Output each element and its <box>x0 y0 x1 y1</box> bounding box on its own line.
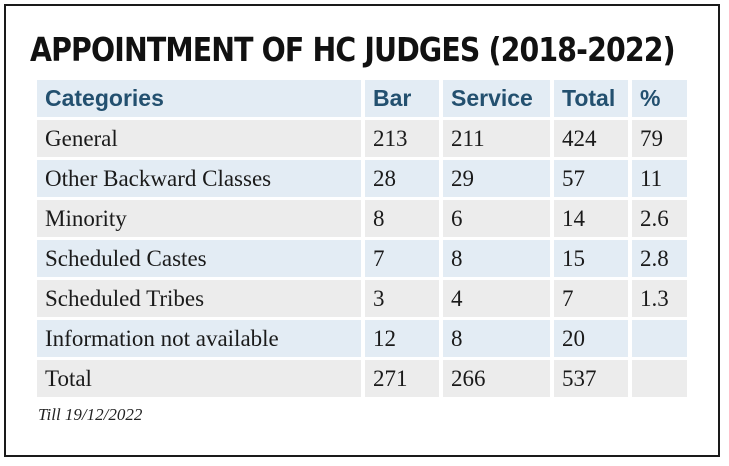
table-cell-category: Total <box>37 360 361 397</box>
table-cell-total: 20 <box>554 320 628 357</box>
table-cell-service: 6 <box>443 200 550 237</box>
table-cell-total: 57 <box>554 160 628 197</box>
data-table: Categories Bar Service Total % General 2… <box>37 80 687 397</box>
table-cell-bar: 28 <box>365 160 439 197</box>
table-cell-category: Other Backward Classes <box>37 160 361 197</box>
table-cell-percent: 11 <box>632 160 687 197</box>
table-cell-total: 15 <box>554 240 628 277</box>
table-cell-bar: 8 <box>365 200 439 237</box>
table-cell-category: Scheduled Castes <box>37 240 361 277</box>
table-cell-percent <box>632 320 687 357</box>
table-cell-service: 211 <box>443 120 550 157</box>
footnote-date: Till 19/12/2022 <box>38 405 143 424</box>
table-cell-percent: 79 <box>632 120 687 157</box>
table-cell-bar: 271 <box>365 360 439 397</box>
table-cell-bar: 213 <box>365 120 439 157</box>
table-cell-category: General <box>37 120 361 157</box>
table-cell-percent: 2.8 <box>632 240 687 277</box>
table-cell-total: 537 <box>554 360 628 397</box>
table-cell-category: Minority <box>37 200 361 237</box>
column-header-categories: Categories <box>37 80 361 117</box>
table-cell-bar: 7 <box>365 240 439 277</box>
table-cell-service: 29 <box>443 160 550 197</box>
table-cell-service: 8 <box>443 240 550 277</box>
table-cell-bar: 12 <box>365 320 439 357</box>
table-cell-percent: 2.6 <box>632 200 687 237</box>
table-cell-total: 14 <box>554 200 628 237</box>
column-header-percent: % <box>632 80 687 117</box>
table-cell-bar: 3 <box>365 280 439 317</box>
page-title: APPOINTMENT OF HC JUDGES (2018-2022) <box>30 30 676 69</box>
table-cell-total: 424 <box>554 120 628 157</box>
table-cell-category: Information not available <box>37 320 361 357</box>
column-header-total: Total <box>554 80 628 117</box>
table-cell-service: 4 <box>443 280 550 317</box>
table-cell-service: 8 <box>443 320 550 357</box>
column-header-bar: Bar <box>365 80 439 117</box>
table-cell-percent <box>632 360 687 397</box>
table-cell-total: 7 <box>554 280 628 317</box>
table-cell-category: Scheduled Tribes <box>37 280 361 317</box>
table-cell-service: 266 <box>443 360 550 397</box>
column-header-service: Service <box>443 80 550 117</box>
table-cell-percent: 1.3 <box>632 280 687 317</box>
